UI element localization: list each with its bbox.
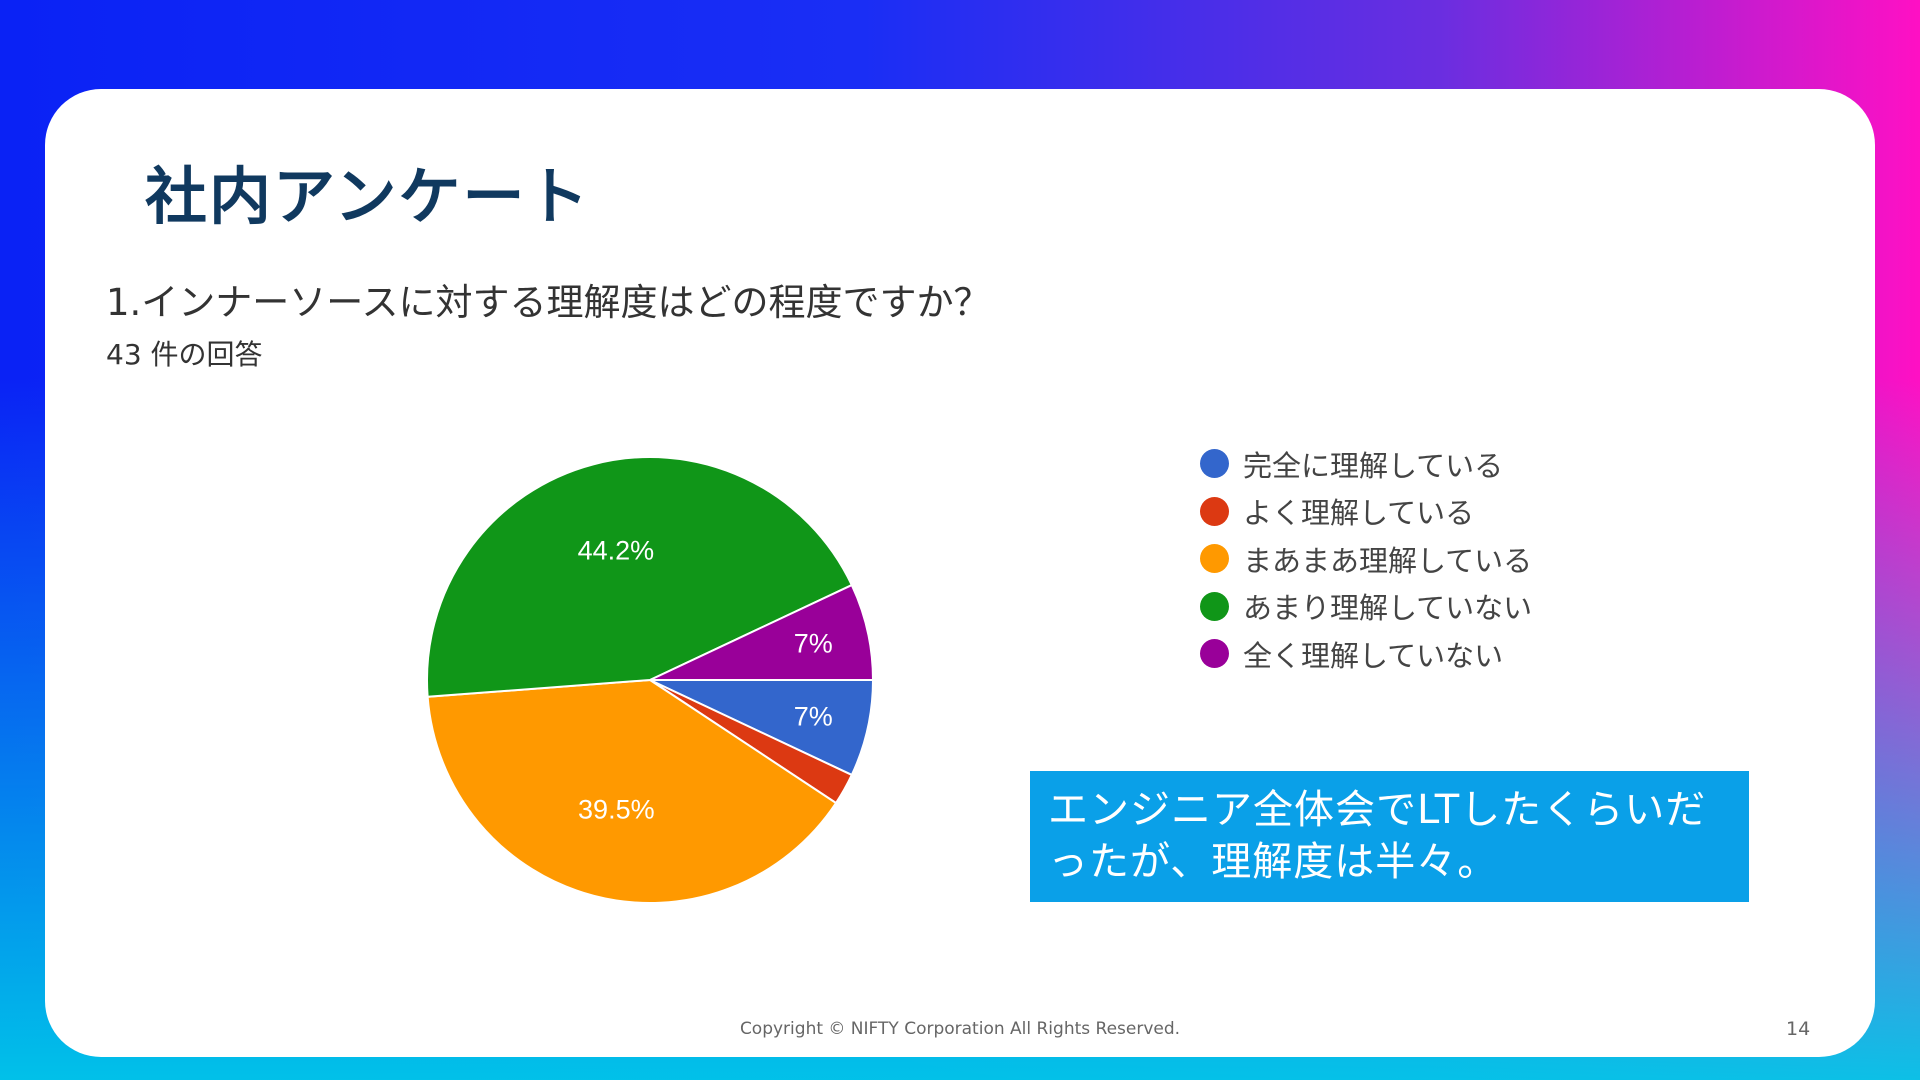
pie-chart: 7% 39.5% 44.2% 7% [426, 456, 875, 904]
legend-swatch [1200, 449, 1229, 479]
pie-slice-3 [426, 678, 838, 904]
legend-label: よく理解している [1243, 496, 1475, 531]
response-count: 43 件の回答 [106, 338, 263, 371]
pie-data-label-4: 44.2% [578, 536, 655, 566]
callout-line-2: ったが、理解度は半々。 [1048, 839, 1499, 885]
pie-slice-5 [649, 583, 875, 681]
pie-data-label-3: 39.5% [578, 794, 655, 824]
copyright-text: Copyright © NIFTY Corporation All Rights… [739, 1019, 1181, 1039]
legend-item: 完全に理解している [1200, 440, 1532, 488]
pie-data-label-1: 7% [794, 701, 833, 731]
legend-swatch [1200, 639, 1229, 669]
legend-swatch [1200, 591, 1229, 621]
legend-label: あまり理解していない [1243, 591, 1533, 626]
legend-item: 全く理解していない [1200, 630, 1532, 678]
legend-swatch [1200, 544, 1229, 574]
callout-box: エンジニア全体会でLTしたくらいだ ったが、理解度は半々。 [1030, 771, 1749, 902]
legend-item: まあまあ理解している [1200, 535, 1532, 583]
slide-title: 社内アンケート [145, 160, 591, 233]
legend-label: 完全に理解している [1243, 448, 1504, 483]
chart-legend: 完全に理解している よく理解しているまあまあ理解している あまり理解していない 全く理… [1200, 440, 1532, 678]
legend-swatch [1200, 496, 1229, 526]
pie-data-label-5: 7% [794, 629, 833, 659]
legend-label: まあまあ理解している [1243, 543, 1533, 578]
survey-question: 1.インナーソースに対する理解度はどの程度ですか？ [106, 281, 991, 324]
legend-label: 全く理解していない [1243, 638, 1504, 673]
callout-line-1: エンジニア全体会でLTしたくらいだ [1048, 787, 1707, 833]
page-number: 14 [1786, 1018, 1811, 1040]
legend-item: あまり理解していない [1200, 583, 1532, 631]
pie-slice-4 [426, 456, 854, 698]
legend-item: よく理解している [1200, 488, 1532, 536]
